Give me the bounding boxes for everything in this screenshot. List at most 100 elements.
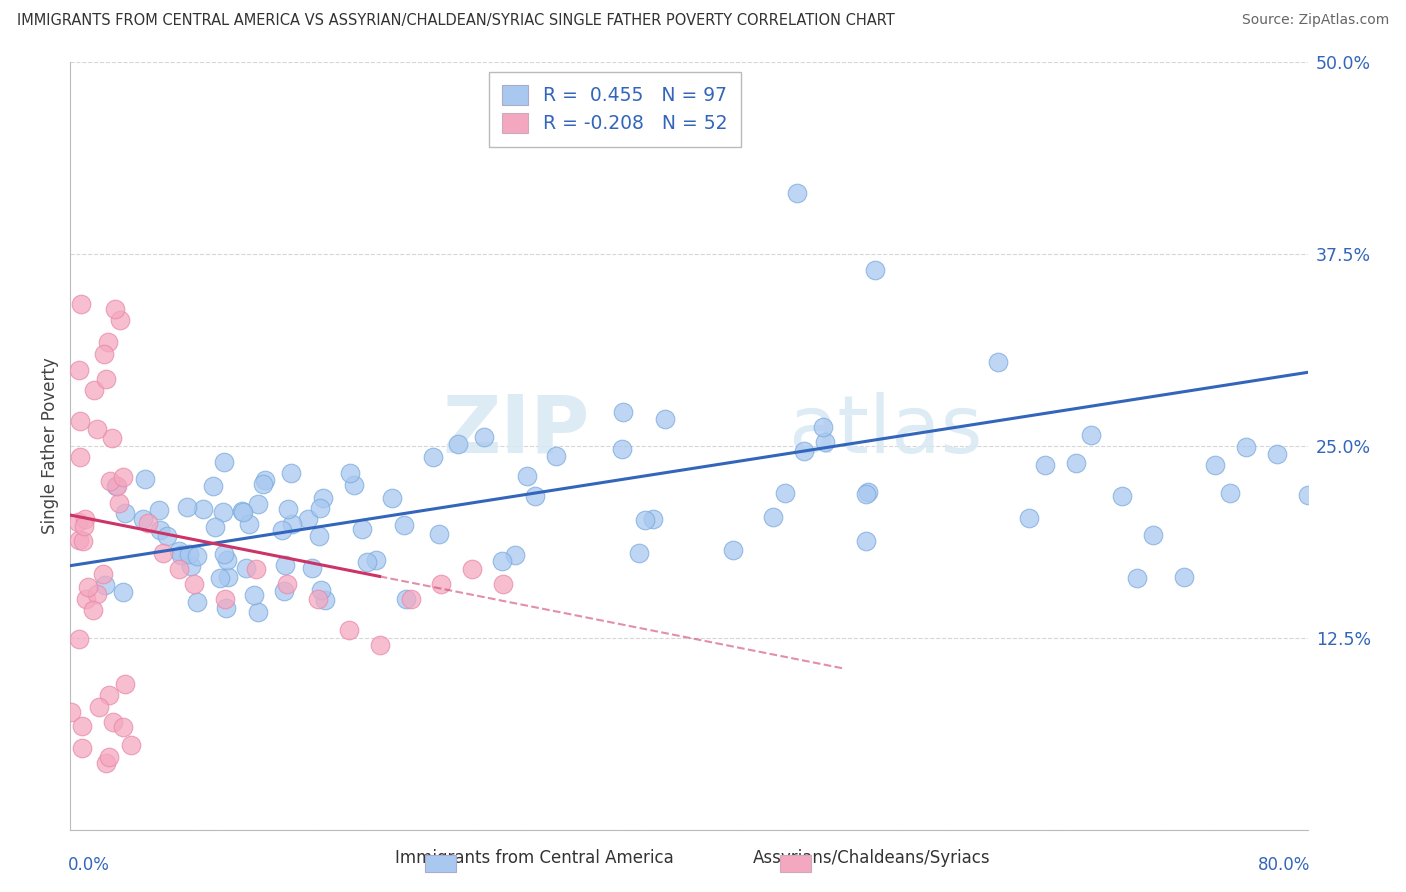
Point [59, 705, 82, 719]
Point [339, 466, 361, 480]
Point [215, 601, 238, 615]
Point [253, 474, 276, 488]
Point [180, 558, 202, 573]
Point [855, 533, 877, 548]
Point [1018, 510, 1040, 524]
Point [238, 516, 260, 531]
Point [112, 469, 135, 483]
Point [170, 548, 193, 562]
Point [148, 503, 170, 517]
Point [721, 543, 744, 558]
Point [107, 496, 129, 510]
Point [176, 500, 198, 514]
Point [762, 510, 785, 524]
Point [634, 513, 657, 527]
Point [641, 511, 664, 525]
Point [811, 420, 834, 434]
Point [277, 501, 299, 516]
Point [105, 478, 128, 492]
Point [86, 587, 108, 601]
Point [814, 434, 837, 449]
Point [252, 476, 274, 491]
Point [94, 578, 117, 592]
Point [273, 584, 295, 599]
Text: Assyrians/Chaldeans/Syriacs: Assyrians/Chaldeans/Syriacs [752, 849, 991, 867]
Point [308, 529, 330, 543]
Point [270, 523, 292, 537]
Point [786, 186, 808, 200]
Point [628, 546, 651, 560]
Point [101, 715, 124, 730]
Point [309, 583, 332, 598]
Point [247, 605, 270, 619]
Point [399, 592, 422, 607]
Point [314, 593, 336, 607]
Point [98, 749, 121, 764]
Point [395, 591, 418, 606]
Point [217, 570, 239, 584]
Point [120, 738, 142, 752]
Point [245, 562, 267, 576]
Point [773, 485, 796, 500]
Point [202, 478, 225, 492]
Point [427, 527, 450, 541]
Point [112, 720, 135, 734]
Point [368, 639, 391, 653]
Point [1033, 458, 1056, 472]
Point [114, 676, 136, 690]
Point [309, 501, 332, 516]
Point [93, 347, 115, 361]
Point [89, 700, 111, 714]
Point [152, 546, 174, 560]
Point [337, 623, 360, 637]
Point [491, 553, 513, 567]
Point [855, 487, 877, 501]
Point [110, 313, 132, 327]
Point [654, 412, 676, 426]
Point [114, 506, 136, 520]
Point [66, 515, 89, 529]
Point [193, 501, 215, 516]
Point [98, 474, 121, 488]
Point [212, 505, 235, 519]
Point [67, 362, 90, 376]
Point [1142, 528, 1164, 542]
Point [231, 504, 253, 518]
Point [232, 506, 254, 520]
Text: 0.0%: 0.0% [67, 856, 110, 874]
Point [394, 517, 416, 532]
Text: 80.0%: 80.0% [1258, 856, 1310, 874]
Point [167, 562, 190, 576]
Point [215, 553, 238, 567]
Point [212, 547, 235, 561]
Point [612, 405, 634, 419]
Point [204, 520, 226, 534]
Point [472, 430, 495, 444]
Text: Source: ZipAtlas.com: Source: ZipAtlas.com [1241, 13, 1389, 28]
Point [430, 577, 453, 591]
Point [247, 497, 270, 511]
Point [70, 740, 93, 755]
Point [82, 603, 104, 617]
Point [134, 472, 156, 486]
Point [274, 558, 297, 573]
Point [503, 549, 526, 563]
Point [461, 562, 484, 576]
Point [167, 543, 190, 558]
Point [364, 553, 387, 567]
Point [75, 592, 97, 607]
Point [276, 577, 298, 591]
Point [311, 491, 333, 505]
Point [214, 592, 236, 607]
Point [91, 566, 114, 581]
Point [343, 478, 366, 492]
Point [69, 414, 91, 428]
Point [67, 533, 90, 547]
Point [72, 533, 94, 548]
Point [112, 584, 135, 599]
Point [104, 301, 127, 316]
Point [183, 577, 205, 591]
Point [186, 595, 208, 609]
Point [243, 588, 266, 602]
Point [1204, 458, 1226, 472]
